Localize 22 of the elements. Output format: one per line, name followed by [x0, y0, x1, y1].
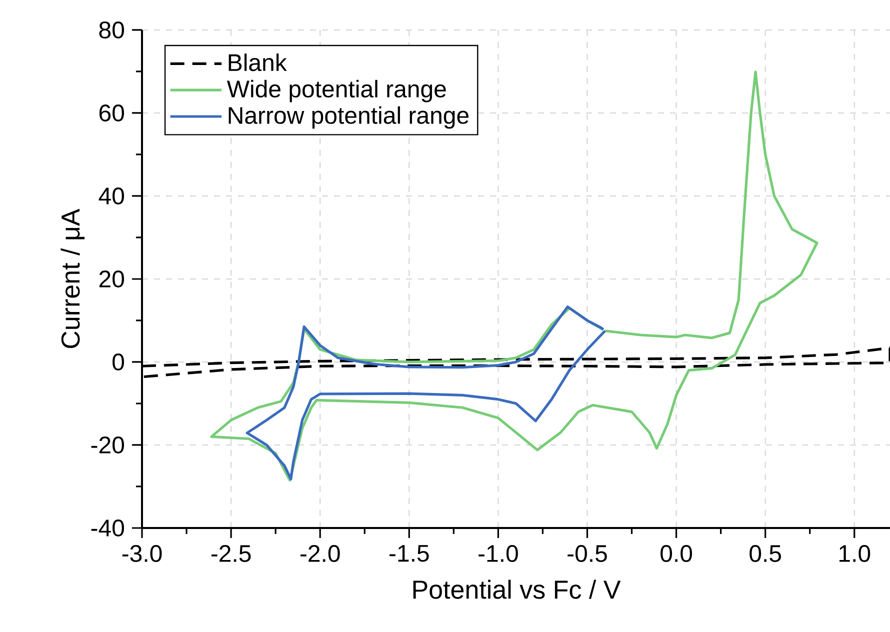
legend-label: Blank — [228, 54, 287, 72]
y-tick-label: 40 — [98, 187, 124, 204]
y-tick-label: 20 — [99, 270, 124, 288]
x-tick-label: 0.5 — [750, 545, 781, 562]
y-tick-label: 80 — [99, 21, 124, 38]
x-axis-title: Potential vs Fc / V — [413, 580, 621, 599]
y-tick-label: -40 — [91, 520, 124, 536]
x-tick-label: 0.0 — [660, 545, 692, 562]
x-tick-label: -3.0 — [122, 545, 162, 562]
legend-label: Wide potential range — [226, 80, 446, 102]
x-tick-label: -2.5 — [211, 545, 251, 562]
x-tick-label: -1.5 — [390, 545, 429, 562]
y-tick-label: -20 — [91, 436, 124, 454]
x-tick-label: -1.0 — [478, 545, 518, 562]
legend-label: Narrow potential range — [228, 106, 469, 129]
y-axis-title: Current / μA — [60, 208, 85, 348]
x-tick-label: -0.5 — [568, 545, 607, 562]
x-tick-label: -2.0 — [300, 545, 340, 562]
y-tick-label: 0 — [112, 354, 124, 370]
line-series — [246, 305, 606, 480]
y-tick-label: 60 — [99, 104, 124, 122]
x-tick-label: 1.0 — [840, 545, 870, 562]
